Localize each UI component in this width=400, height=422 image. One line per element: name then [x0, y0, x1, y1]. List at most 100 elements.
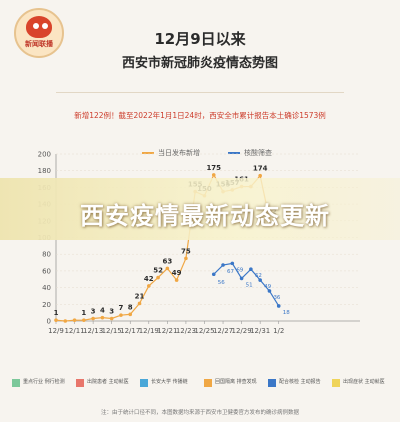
x-tick-label: 12/25	[194, 327, 214, 335]
footer-legend-item: 重点行业 例行检测	[12, 378, 72, 387]
point-screening	[258, 278, 262, 282]
data-label-screening: 69	[236, 267, 243, 273]
data-label-new: 4	[100, 307, 105, 315]
title-divider	[56, 92, 344, 93]
footer-legend-item: 出现症状 主动就医	[332, 378, 392, 387]
legend-item-new: 当日发布新增	[142, 148, 200, 158]
x-tick-label: 12/31	[250, 327, 270, 335]
data-label-new: 1	[81, 309, 86, 317]
footer-legend-swatch	[140, 379, 148, 387]
footer-legend: 重点行业 例行检测 出院患者 主动就医 长安大学 传播链 回国隔离 排查发现 配合核检 …	[0, 372, 400, 422]
x-tick-label: 12/29	[232, 327, 252, 335]
footer-legend-item: 长安大学 传播链	[140, 378, 200, 387]
point-screening	[230, 261, 235, 266]
page-subtitle: 西安市新冠肺炎疫情态势图	[121, 56, 278, 71]
data-label-new: 175	[206, 164, 221, 172]
point-new	[119, 313, 123, 317]
footer-legend-item: 出院患者 主动就医	[76, 378, 136, 387]
y-tick-label: 40	[42, 284, 51, 292]
footer-legend-swatch	[332, 379, 340, 387]
legend-item-screening: 核酸筛查	[228, 148, 272, 158]
logo-text: 新闻联播	[25, 40, 53, 48]
footer-legend-swatch	[12, 379, 20, 387]
footer-legend-label: 出现症状 主动就医	[343, 379, 385, 385]
y-tick-label: 60	[42, 267, 51, 275]
footer-legend-item: 配合核检 主动报告	[268, 378, 328, 387]
x-tick-label: 12/15	[102, 327, 122, 335]
footer-legend-label: 重点行业 例行检测	[23, 379, 65, 385]
footer-legend-label: 回国隔离 排查发现	[215, 379, 257, 385]
point-new	[156, 275, 160, 280]
page-title: 12月9日以来	[154, 30, 246, 48]
footer-legend-item: 回国隔离 排查发现	[204, 378, 264, 387]
logo-eye-left	[33, 23, 39, 29]
point-screening	[239, 276, 244, 281]
data-label-screening: 49	[264, 284, 271, 290]
news-logo: 新闻联播	[14, 8, 64, 58]
data-label-screening: 62	[255, 273, 262, 279]
data-label-new: 42	[144, 275, 154, 283]
y-tick-label: 80	[42, 251, 51, 259]
point-new	[109, 316, 114, 321]
point-new	[165, 266, 170, 271]
data-label-new: 174	[253, 165, 268, 173]
point-new	[258, 173, 262, 178]
x-tick-label: 12/21	[157, 327, 177, 335]
point-screening	[249, 267, 253, 272]
x-tick-label: 12/11	[64, 327, 84, 335]
y-tick-label: 20	[42, 301, 51, 309]
point-new	[72, 318, 77, 322]
headline-banner-text: 西安疫情最新动态更新	[80, 202, 330, 230]
logo-emblem	[26, 16, 52, 38]
point-new	[63, 319, 68, 323]
point-new	[54, 318, 58, 322]
legend-swatch-orange	[142, 152, 154, 154]
x-tick-label: 12/27	[213, 327, 233, 335]
legend-label-screening: 核酸筛查	[244, 149, 272, 157]
data-label-new: 3	[109, 307, 114, 315]
data-label-screening: 51	[246, 282, 253, 288]
point-new	[82, 318, 86, 322]
data-label-new: 63	[162, 257, 172, 265]
point-new	[147, 284, 151, 288]
point-new	[184, 256, 188, 261]
data-label-new: 1	[54, 309, 59, 317]
legend-swatch-blue	[228, 152, 240, 154]
x-tick-label: 12/9	[48, 327, 64, 335]
legend-label-new: 当日发布新增	[158, 149, 200, 157]
point-new	[137, 301, 142, 306]
data-label-new: 8	[128, 303, 133, 311]
x-tick-label: 1/2	[273, 327, 284, 335]
data-label-screening: 67	[227, 269, 234, 275]
point-screening	[267, 289, 272, 293]
footer-legend-swatch	[204, 379, 212, 387]
data-label-new: 7	[119, 304, 124, 312]
data-label-new: 75	[181, 247, 191, 255]
x-tick-label: 12/23	[176, 327, 196, 335]
data-label-screening: 56	[218, 280, 225, 286]
headline-banner	[0, 178, 400, 240]
data-label-new: 52	[153, 267, 163, 275]
logo-eye-right	[42, 23, 48, 29]
y-tick-label: 200	[38, 151, 51, 159]
data-label-new: 49	[172, 269, 182, 277]
y-tick-label: 0	[47, 318, 51, 326]
footer-legend-swatch	[268, 379, 276, 387]
data-label-new: 3	[91, 307, 96, 315]
point-screening	[211, 272, 216, 277]
data-label-screening: 36	[273, 295, 280, 301]
x-tick-label: 12/17	[120, 327, 140, 335]
footer-legend-swatch	[76, 379, 84, 387]
point-new	[211, 173, 216, 177]
x-tick-label: 12/19	[139, 327, 159, 335]
summary-note: 新增122例！截至2022年1月1日24时，西安全市累计报告本土确诊1573例	[74, 111, 326, 120]
footer-legend-label: 长安大学 传播链	[151, 379, 188, 385]
point-new	[128, 312, 133, 317]
point-screening	[221, 263, 225, 267]
footer-legend-label: 出院患者 主动就医	[87, 379, 129, 385]
point-screening	[276, 304, 281, 308]
point-new	[100, 315, 105, 320]
point-new	[174, 278, 179, 282]
footer-note: 注：由于统计口径不同，本图数据均来源于西安市卫健委官方发布的确诊病例数据	[100, 410, 299, 416]
